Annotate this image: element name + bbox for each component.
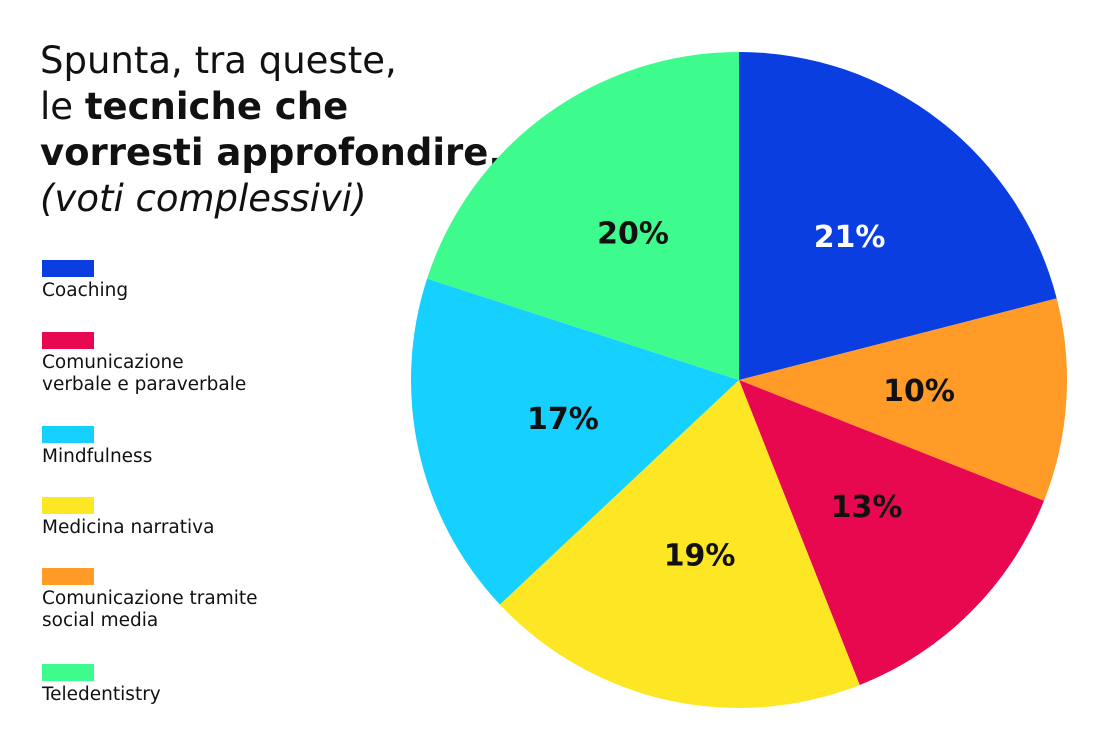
slice-label-comunicazione-tramite-social-media: 10% [883, 374, 955, 409]
pie-slice-comunicazione-verbale-e-paraverbale [739, 380, 1044, 685]
legend-item-teledentistry: Teledentistry [42, 664, 372, 706]
slice-label-medicina-narrativa: 19% [664, 539, 736, 574]
legend-swatch-comunicazione-verbale [42, 332, 94, 349]
title-line-2: le tecniche che [40, 84, 510, 130]
legend-label-mindfulness: Mindfulness [42, 446, 153, 467]
legend-item-comunicazione-social: Comunicazione tramite social media [42, 568, 372, 632]
pie-slice-mindfulness [410, 278, 739, 605]
title-line-3: vorresti approfondire. [40, 130, 510, 176]
chart-subtitle: (voti complessivi) [40, 177, 367, 220]
title-line-2-prefix: le [40, 85, 85, 128]
legend-item-comunicazione-verbale: Comunicazione verbale e paraverbale [42, 332, 372, 396]
pie-slice-labels: 21% 10% 13% 19% 17% 20% [527, 217, 955, 574]
legend-item-medicina-narrativa: Medicina narrativa [42, 497, 372, 539]
legend-swatch-coaching [42, 260, 94, 277]
legend-label-comunicazione-verbale: Comunicazione verbale e paraverbale [42, 352, 247, 395]
title-line-2-bold: tecniche che [84, 85, 349, 128]
pie-slices [410, 51, 1068, 709]
pie-slice-medicina-narrativa [499, 380, 860, 709]
pie-slice-comunicazione-tramite-social-media [739, 298, 1068, 501]
pie-slice-coaching [739, 52, 1057, 380]
pie-slice-teledentistry [427, 51, 739, 380]
legend-swatch-mindfulness [42, 426, 94, 443]
legend-swatch-teledentistry [42, 664, 94, 681]
legend-item-mindfulness: Mindfulness [42, 426, 372, 468]
slice-label-mindfulness: 17% [527, 402, 599, 437]
legend-label-coaching: Coaching [42, 280, 129, 301]
slice-label-comunicazione-verbale-e-paraverbale: 13% [831, 490, 903, 525]
slice-label-teledentistry: 20% [597, 217, 669, 252]
legend-item-coaching: Coaching [42, 260, 372, 302]
chart-title: Spunta, tra queste, le tecniche che vorr… [40, 38, 510, 222]
legend-label-comunicazione-social: Comunicazione tramite social media [42, 588, 258, 631]
slice-label-coaching: 21% [814, 220, 886, 255]
legend-swatch-comunicazione-social [42, 568, 94, 585]
legend-label-teledentistry: Teledentistry [42, 684, 161, 705]
title-line-3-bold: vorresti approfondire. [40, 131, 503, 174]
title-line-1: Spunta, tra queste, [40, 39, 397, 82]
legend-swatch-medicina-narrativa [42, 497, 94, 514]
legend-label-medicina-narrativa: Medicina narrativa [42, 517, 215, 538]
